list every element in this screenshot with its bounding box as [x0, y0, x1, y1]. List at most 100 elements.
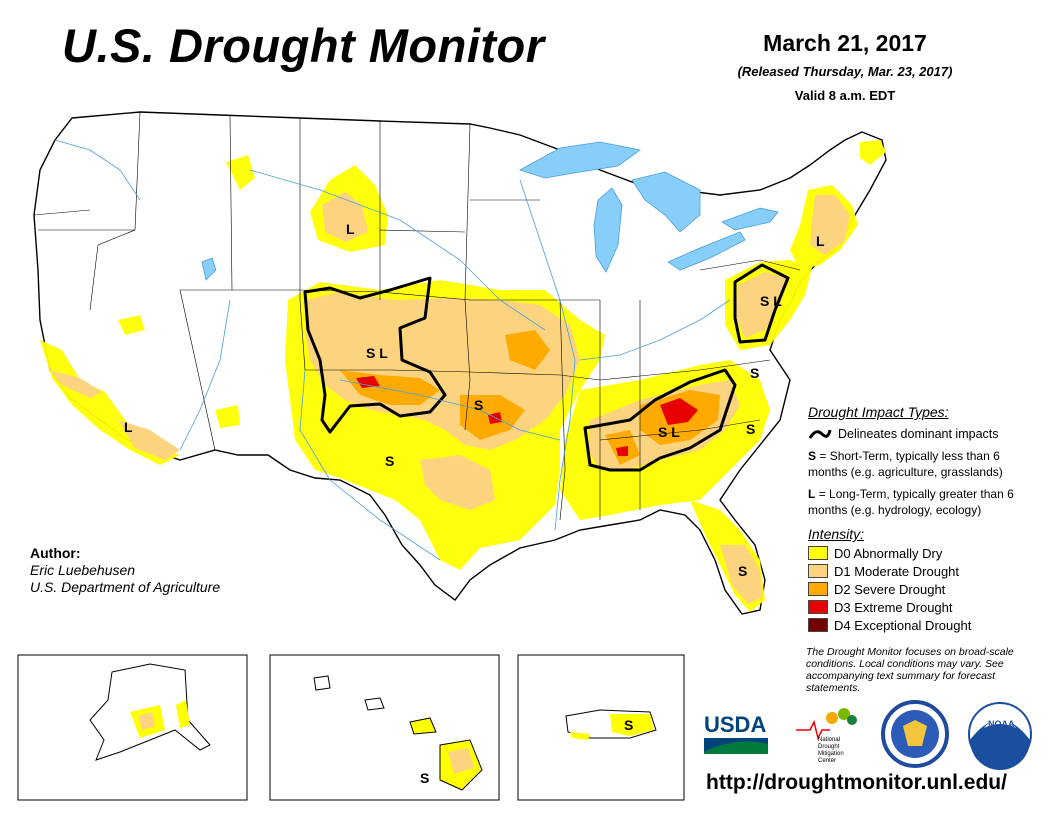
d1-florida — [720, 545, 762, 604]
d2-swatch — [808, 582, 828, 596]
border-line — [33, 209, 91, 216]
impact-line-southeast — [583, 368, 737, 472]
intensity-label: D0 Abnormally Dry — [834, 545, 943, 561]
author-name: Eric Luebehusen — [30, 562, 136, 578]
impact-label: S — [474, 397, 483, 413]
border-line — [699, 259, 801, 271]
ekg-icon — [796, 719, 830, 741]
ndmc-text: Mitigation — [818, 751, 844, 757]
delineation-line-icon — [808, 429, 832, 439]
intensity-row-d1: D1 Moderate Drought — [808, 562, 1048, 580]
arkansas-river — [339, 379, 561, 441]
d3-kansas — [488, 412, 502, 424]
disclaimer-note: The Drought Monitor focuses on broad-sca… — [806, 646, 1014, 694]
intensity-row-d3: D3 Extreme Drought — [808, 598, 1048, 616]
rivers — [54, 139, 731, 561]
noaa-logo-icon: NOAA — [968, 702, 1032, 770]
long-term-desc: L = Long-Term, typically greater than 6 … — [808, 486, 1038, 518]
short-term-text: = Short-Term, typically less than 6 mont… — [808, 449, 1003, 479]
d1-northeast — [810, 195, 850, 255]
d1-northern-plains — [322, 192, 368, 242]
impact-label: S — [746, 421, 755, 437]
ohio-river — [579, 299, 731, 361]
border-line — [379, 229, 466, 233]
impact-line-central — [303, 276, 447, 434]
delineates-row: Delineates dominant impacts — [808, 426, 1048, 442]
intensity-row-d4: D4 Exceptional Drought — [808, 616, 1048, 634]
website-link[interactable]: http://droughtmonitor.unl.edu/ — [706, 771, 1007, 794]
eagle-icon — [903, 720, 927, 746]
usda-logo-swoosh — [704, 741, 768, 754]
tree-icon — [847, 715, 857, 725]
d1-socal — [50, 370, 102, 398]
inset-alaska — [17, 654, 248, 801]
hawaii-oahu — [364, 697, 385, 711]
d1-pa — [735, 272, 788, 338]
hawaii-maui — [409, 717, 437, 735]
d2-missouri — [505, 330, 550, 370]
impact-types-heading: Drought Impact Types: — [808, 404, 949, 420]
border-line — [559, 299, 566, 521]
legend: Drought Impact Types: Delineates dominan… — [808, 404, 1048, 634]
impact-label: S — [385, 453, 394, 469]
ndmc-text: National — [818, 737, 840, 743]
d3-swatch — [808, 600, 828, 614]
border-line — [179, 289, 216, 451]
impact-label: S L — [366, 345, 388, 361]
delineates-label: Delineates dominant impacts — [838, 427, 999, 441]
lake-michigan — [593, 187, 623, 273]
intensity-heading: Intensity: — [808, 526, 865, 542]
intensity-label: D2 Severe Drought — [834, 581, 946, 597]
intensity-label: D1 Moderate Drought — [834, 563, 960, 579]
impact-label: L — [124, 419, 133, 435]
author-block: Author: Eric Luebehusen U.S. Department … — [30, 545, 220, 596]
puerto-rico-d0 — [610, 714, 654, 736]
ndmc-logo: National Drought Mitigation Center — [796, 708, 857, 764]
impact-label: S L — [658, 424, 680, 440]
impact-labels: L S L L S S S L S S L S L S — [124, 221, 825, 579]
d1-socal-desert — [118, 420, 180, 460]
short-term-letter: S — [808, 449, 817, 463]
impact-label: S L — [760, 293, 782, 309]
impact-label: L — [816, 233, 825, 249]
intensity-label: D4 Exceptional Drought — [834, 617, 972, 633]
d0-montana — [226, 155, 255, 190]
d3-georgia — [660, 398, 698, 425]
columbia-river — [54, 139, 141, 201]
great-lakes — [201, 141, 779, 281]
noaa-bird-icon — [984, 718, 1016, 728]
tree-icon — [826, 712, 838, 724]
ndmc-text: Center — [818, 758, 836, 764]
d0-california-coast — [40, 340, 180, 465]
impact-label: S — [750, 365, 759, 381]
valid-time: Valid 8 a.m. EDT — [794, 88, 896, 103]
alaska-d1 — [138, 712, 155, 730]
d3-colorado — [356, 376, 380, 388]
release-date: (Released Thursday, Mar. 23, 2017) — [737, 64, 953, 79]
noaa-wave — [970, 720, 1030, 770]
lake-ontario — [721, 207, 779, 231]
border-line — [232, 289, 600, 301]
commerce-seal-icon — [881, 700, 949, 768]
colorado-river — [179, 299, 231, 451]
long-term-text: = Long-Term, typically greater than 6 mo… — [808, 487, 1014, 517]
impact-line-pa — [733, 263, 790, 344]
intensity-label: D3 Extreme Drought — [834, 599, 953, 615]
logos: USDA National Drought Mitigation Center … — [704, 700, 1032, 770]
d3-areas — [356, 376, 698, 456]
d4-swatch — [808, 618, 828, 632]
border-line — [599, 419, 761, 441]
lake-huron — [631, 171, 701, 233]
short-term-desc: S = Short-Term, typically less than 6 mo… — [808, 448, 1038, 480]
hawaii-kauai — [313, 675, 331, 691]
author-heading: Author: — [30, 545, 81, 561]
impact-label: L — [346, 221, 355, 237]
border-line — [299, 118, 306, 371]
border-line — [464, 123, 471, 431]
map-date: March 21, 2017 — [763, 30, 927, 56]
impact-lines — [303, 263, 790, 472]
lake-erie — [667, 231, 746, 271]
d0-oregon — [118, 315, 145, 335]
d0-swatch — [808, 546, 828, 560]
